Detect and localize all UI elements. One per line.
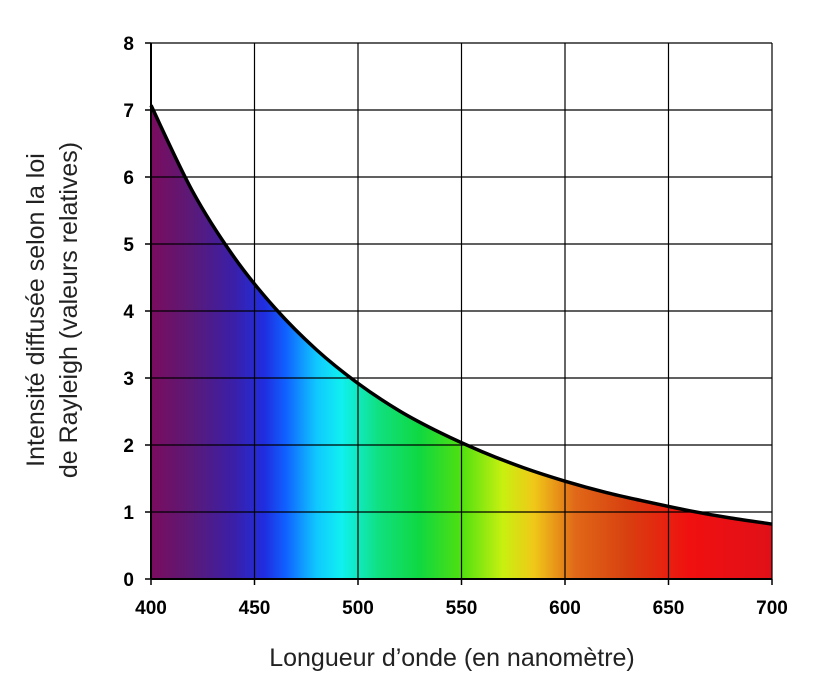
- y-tick-label: 7: [123, 101, 134, 122]
- spectrum-area: [151, 105, 772, 579]
- y-tick-label: 8: [123, 34, 134, 55]
- x-tick-label: 450: [239, 598, 271, 619]
- y-axis-title-line-1: Intensité diffusée selon la loi: [22, 153, 50, 467]
- y-tick-label: 1: [123, 503, 134, 524]
- x-tick-label: 650: [653, 598, 685, 619]
- x-tick-label: 600: [549, 598, 581, 619]
- x-tick-label: 700: [756, 598, 788, 619]
- x-tick-label: 550: [446, 598, 478, 619]
- y-axis-title-line-2: de Rayleigh (valeurs relatives): [55, 142, 83, 478]
- rayleigh-curve: [149, 104, 773, 526]
- x-tick-label: 400: [135, 598, 167, 619]
- y-tick-label: 0: [123, 570, 134, 591]
- y-tick-label: 6: [123, 168, 134, 189]
- x-tick-label: 500: [342, 598, 374, 619]
- y-tick-label: 5: [123, 235, 134, 256]
- x-axis-title: Longueur d’onde (en nanomètre): [269, 644, 635, 672]
- y-tick-label: 3: [123, 369, 134, 390]
- y-tick-label: 2: [123, 436, 134, 457]
- y-tick-label: 4: [123, 302, 134, 323]
